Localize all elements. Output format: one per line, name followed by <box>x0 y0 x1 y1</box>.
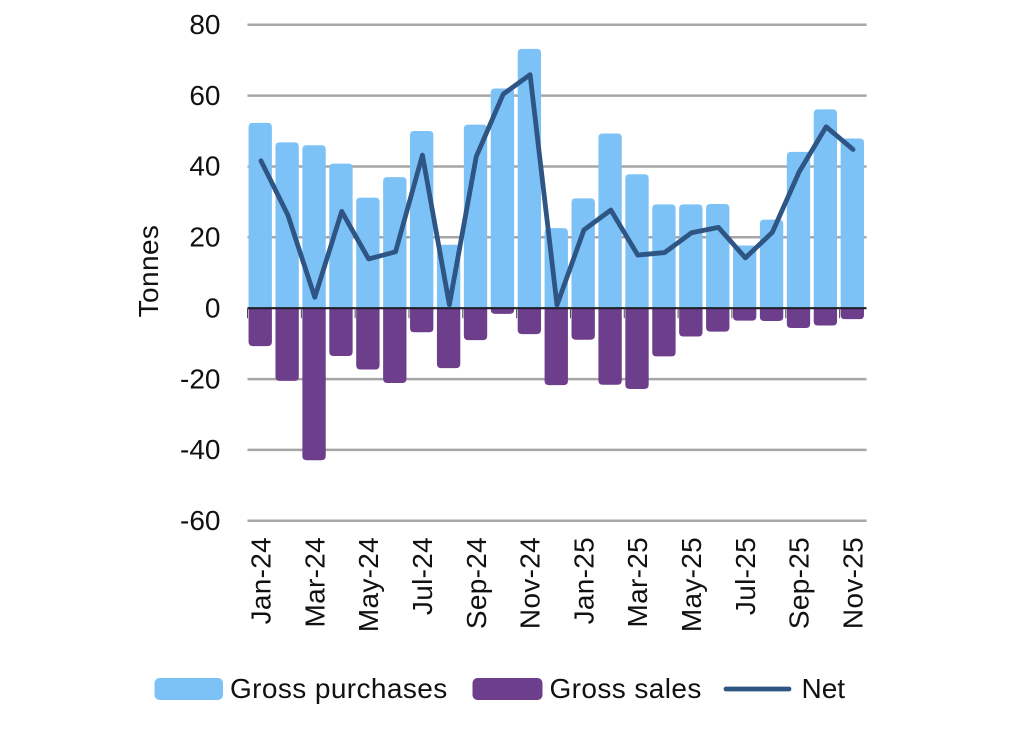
svg-text:80: 80 <box>189 9 220 40</box>
svg-text:Gross sales: Gross sales <box>550 673 702 704</box>
svg-text:May-25: May-25 <box>676 537 707 632</box>
svg-text:Nov-24: Nov-24 <box>515 537 546 629</box>
svg-text:Sep-24: Sep-24 <box>461 537 492 629</box>
svg-text:Jan-25: Jan-25 <box>568 537 599 624</box>
svg-text:-60: -60 <box>180 505 220 536</box>
svg-text:May-24: May-24 <box>353 537 384 632</box>
svg-text:20: 20 <box>189 222 220 253</box>
svg-text:0: 0 <box>205 292 221 323</box>
svg-text:Nov-25: Nov-25 <box>838 537 869 629</box>
svg-text:Mar-25: Mar-25 <box>622 537 653 628</box>
svg-text:-20: -20 <box>180 363 220 394</box>
svg-text:Mar-24: Mar-24 <box>299 537 330 628</box>
svg-text:Jul-25: Jul-25 <box>730 537 761 615</box>
svg-text:Jan-24: Jan-24 <box>245 537 276 624</box>
svg-text:Sep-25: Sep-25 <box>784 537 815 629</box>
svg-text:Gross purchases: Gross purchases <box>230 673 448 704</box>
svg-text:40: 40 <box>189 151 220 182</box>
svg-text:Tonnes: Tonnes <box>133 225 164 318</box>
svg-text:60: 60 <box>189 80 220 111</box>
svg-text:Jul-24: Jul-24 <box>407 537 438 615</box>
svg-text:-40: -40 <box>180 434 220 465</box>
svg-text:Net: Net <box>802 673 846 704</box>
